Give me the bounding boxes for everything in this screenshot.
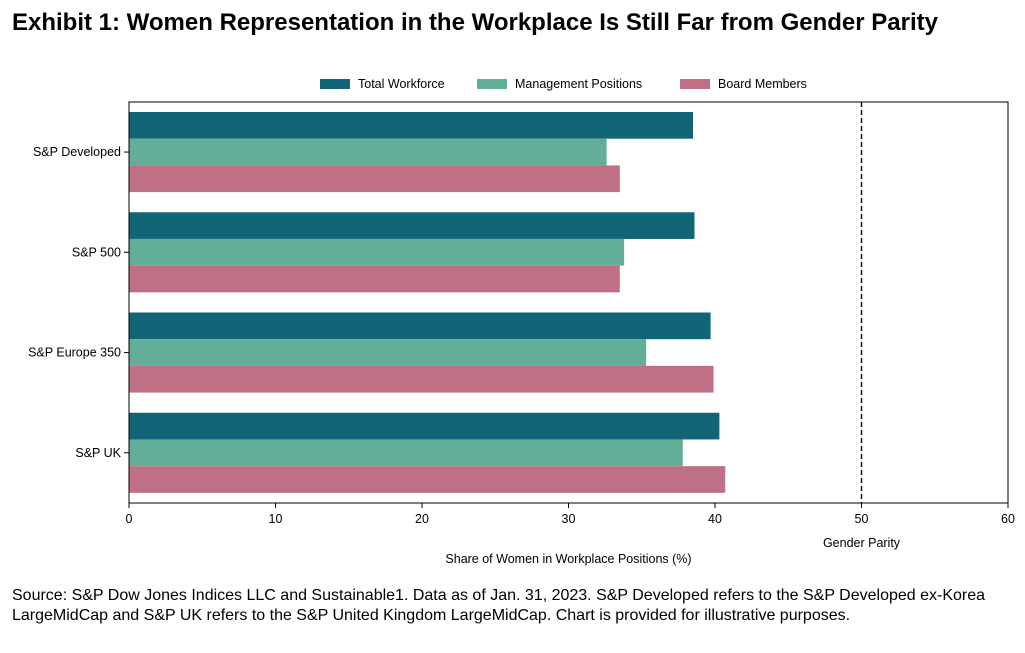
legend-item: Board Members [680,74,807,94]
bar [129,212,695,239]
legend-item: Total Workforce [320,74,445,94]
x-tick-label: 40 [708,512,722,526]
bar [129,412,720,440]
x-tick-label: 30 [562,512,576,526]
gender-parity-label: Gender Parity [823,536,901,550]
x-tick-label: 20 [415,512,429,526]
y-tick-label: S&P UK [75,446,121,460]
bar [129,265,620,293]
bar [129,112,694,139]
legend-label: Management Positions [515,77,643,91]
y-tick-label: S&P Europe 350 [28,346,121,360]
chart-legend: Total Workforce Management Positions Board… [0,74,1025,94]
legend-item: Management Positions [477,74,642,94]
y-tick-label: S&P Developed [33,145,121,159]
legend-swatch [477,79,507,89]
x-axis-label: Share of Women in Workplace Positions (%… [445,552,691,566]
x-tick-label: 50 [855,512,869,526]
bar [129,466,726,493]
legend-label: Total Workforce [358,77,445,91]
y-tick-label: S&P 500 [72,245,121,259]
bar [129,238,625,266]
x-tick-label: 60 [1001,512,1015,526]
legend-swatch [320,79,350,89]
bar [129,312,711,340]
legend-swatch [680,79,710,89]
x-tick-label: 0 [126,512,133,526]
bar [129,138,607,166]
bar [129,165,620,193]
x-tick-label: 10 [269,512,283,526]
source-note: Source: S&P Dow Jones Indices LLC and Su… [12,587,986,624]
legend-label: Board Members [718,77,807,91]
bar-chart: S&P Developed S&P 500 S&P Europe 350 S&P UK… [28,101,1015,566]
bar [129,439,683,467]
chart-title: Exhibit 1: Women Representation in the W… [12,9,938,36]
bar [129,339,647,366]
bar [129,365,714,393]
